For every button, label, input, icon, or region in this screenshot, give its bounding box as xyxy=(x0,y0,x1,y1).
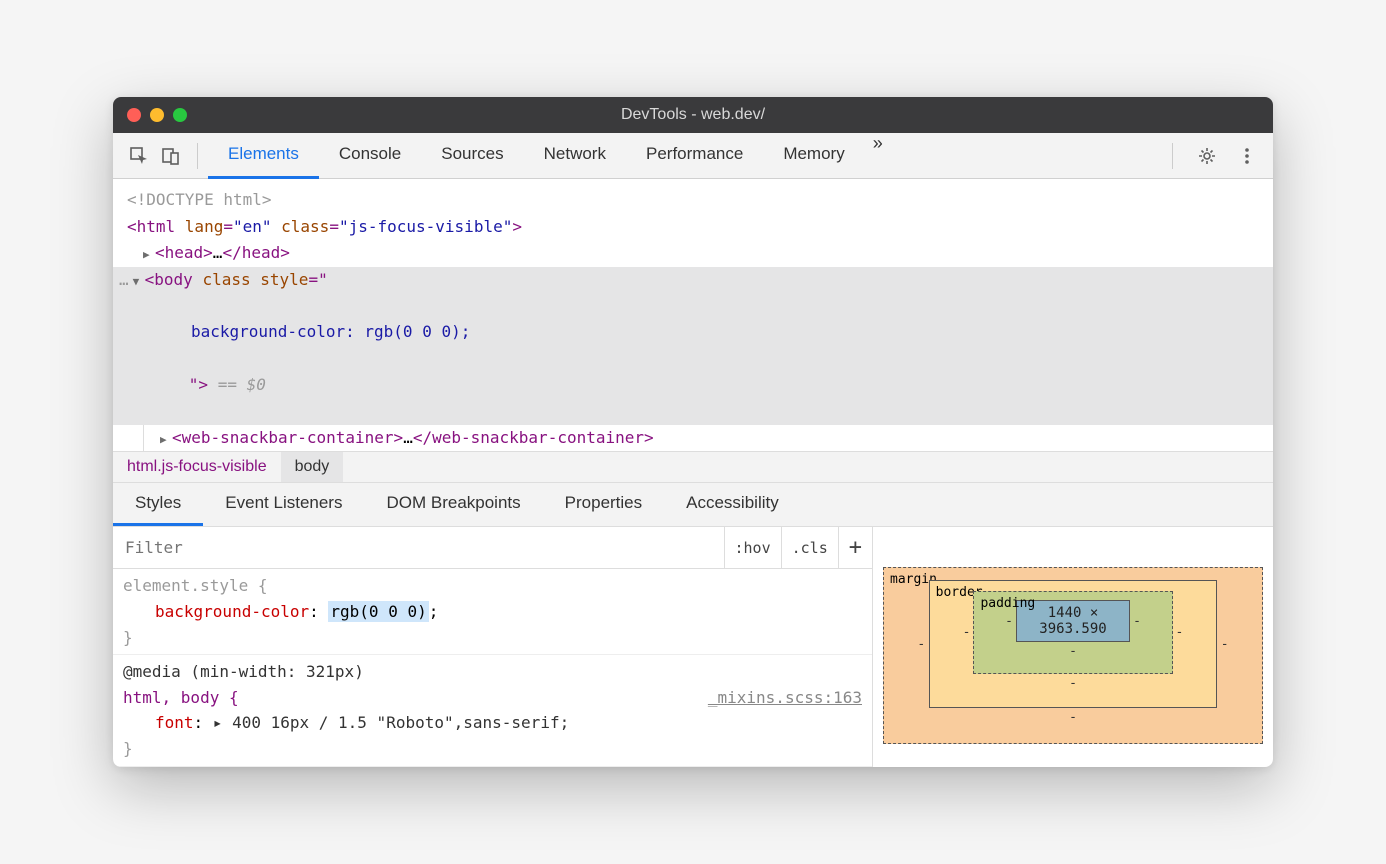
styles-filter-row: :hov .cls + xyxy=(113,527,872,569)
style-rule-media[interactable]: @media (min-width: 321px) html, body {_m… xyxy=(113,655,872,766)
breadcrumb-body[interactable]: body xyxy=(281,452,344,482)
dom-snackbar[interactable]: ▶<web-snackbar-container>…</web-snackbar… xyxy=(143,425,1273,451)
box-model-pane: margin - - border - - padding - xyxy=(873,527,1273,766)
sidebar-tabs: Styles Event Listeners DOM Breakpoints P… xyxy=(113,483,1273,527)
subtab-styles[interactable]: Styles xyxy=(113,483,203,526)
minimize-traffic-light[interactable] xyxy=(150,108,164,122)
device-toggle-icon[interactable] xyxy=(159,144,183,168)
subtab-event-listeners[interactable]: Event Listeners xyxy=(203,483,364,526)
dom-html-open[interactable]: <html lang="en" class="js-focus-visible"… xyxy=(113,214,1273,240)
lower-pane: :hov .cls + element.style { background-c… xyxy=(113,527,1273,766)
breadcrumb: html.js-focus-visible body xyxy=(113,451,1273,483)
source-link[interactable]: _mixins.scss:163 xyxy=(708,685,862,711)
tab-elements[interactable]: Elements xyxy=(208,133,319,179)
subtab-properties[interactable]: Properties xyxy=(543,483,664,526)
main-toolbar: Elements Console Sources Network Perform… xyxy=(113,133,1273,179)
devtools-window: DevTools - web.dev/ Elements Console Sou… xyxy=(113,97,1273,766)
toolbar-divider xyxy=(197,143,198,169)
toolbar-divider xyxy=(1172,143,1173,169)
more-tabs-button[interactable]: » xyxy=(865,133,891,179)
kebab-menu-icon[interactable] xyxy=(1235,144,1259,168)
cls-toggle[interactable]: .cls xyxy=(781,527,838,568)
gear-icon[interactable] xyxy=(1195,144,1219,168)
new-rule-button[interactable]: + xyxy=(838,527,872,568)
tab-memory[interactable]: Memory xyxy=(763,133,864,179)
tab-performance[interactable]: Performance xyxy=(626,133,763,179)
tab-sources[interactable]: Sources xyxy=(421,133,523,179)
box-model[interactable]: margin - - border - - padding - xyxy=(883,567,1263,744)
hov-toggle[interactable]: :hov xyxy=(724,527,781,568)
subtab-accessibility[interactable]: Accessibility xyxy=(664,483,801,526)
tab-console[interactable]: Console xyxy=(319,133,421,179)
traffic-lights xyxy=(127,108,187,122)
dom-head[interactable]: ▶<head>…</head> xyxy=(113,240,1273,266)
panel-tabs: Elements Console Sources Network Perform… xyxy=(208,133,1162,179)
inspect-element-icon[interactable] xyxy=(127,144,151,168)
styles-pane: :hov .cls + element.style { background-c… xyxy=(113,527,873,766)
subtab-dom-breakpoints[interactable]: DOM Breakpoints xyxy=(364,483,542,526)
padding-label: padding xyxy=(980,596,1035,611)
style-rule-element[interactable]: element.style { background-color: rgb(0 … xyxy=(113,569,872,655)
dom-doctype[interactable]: <!DOCTYPE html> xyxy=(113,187,1273,213)
close-traffic-light[interactable] xyxy=(127,108,141,122)
tab-network[interactable]: Network xyxy=(524,133,626,179)
zoom-traffic-light[interactable] xyxy=(173,108,187,122)
window-title: DevTools - web.dev/ xyxy=(113,106,1273,124)
dom-tree[interactable]: <!DOCTYPE html> <html lang="en" class="j… xyxy=(113,179,1273,451)
styles-filter-input[interactable] xyxy=(113,538,724,557)
titlebar: DevTools - web.dev/ xyxy=(113,97,1273,133)
breadcrumb-html[interactable]: html.js-focus-visible xyxy=(113,452,281,482)
dom-body-selected[interactable]: …▼<body class style=" background-color: … xyxy=(113,267,1273,425)
